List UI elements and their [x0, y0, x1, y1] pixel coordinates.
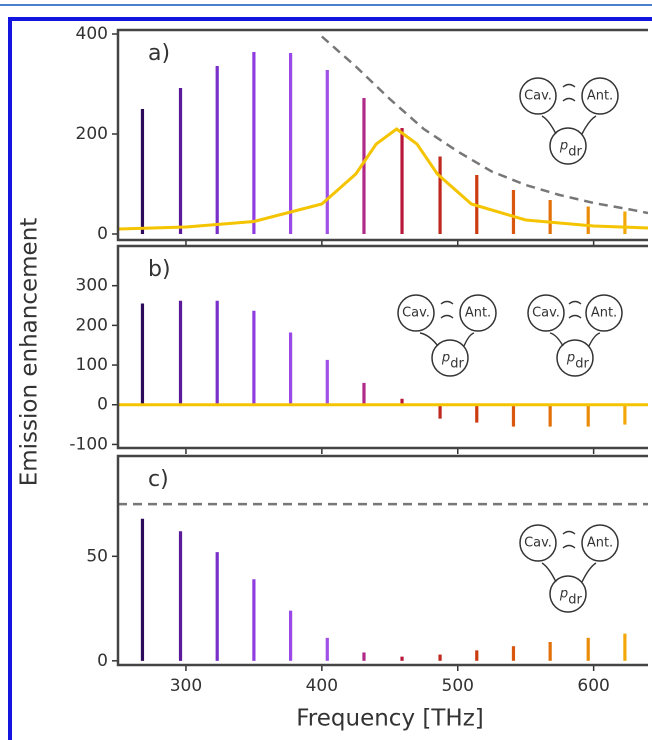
- coupling-arrow: [440, 300, 454, 305]
- panel-border: [116, 454, 648, 667]
- coupling-arrow: [568, 300, 582, 305]
- y-axis-title: Emission enhancement: [17, 218, 43, 487]
- node-circle: [519, 77, 557, 115]
- node-label: Cav.: [532, 306, 560, 321]
- coupling-arrow: [440, 314, 454, 319]
- coupling-arrow: [562, 97, 576, 102]
- y-tick-label: 200: [76, 315, 108, 335]
- y-tick-label: 0: [97, 651, 108, 671]
- y-tick-label: 50: [86, 546, 108, 566]
- node-label: p: [566, 351, 575, 366]
- coupling-arrow: [562, 544, 576, 549]
- node-circle: [527, 294, 565, 332]
- coupling-arrow: [581, 562, 597, 583]
- coupling-arrow: [581, 115, 597, 135]
- antenna-curve: [117, 127, 648, 231]
- node-circle: [397, 294, 435, 332]
- node-subscript: dr: [568, 145, 582, 160]
- panel-label: b): [148, 257, 171, 282]
- node-label: Cav.: [524, 89, 552, 104]
- node-circle: [581, 77, 619, 115]
- coupling-diagram: Cav. Ant. p dr: [397, 294, 497, 377]
- frame: [8, 17, 652, 740]
- node-circle: [581, 524, 619, 562]
- node-label: p: [559, 139, 568, 154]
- y-tick-label: 300: [76, 276, 108, 296]
- node-subscript: dr: [568, 593, 582, 608]
- node-circle: [556, 339, 594, 377]
- coupling-arrow: [562, 530, 576, 535]
- coupling-diagram: Cav. Ant. p dr: [527, 294, 623, 377]
- coupling-diagram: Cav. Ant. p dr: [519, 77, 619, 165]
- node-subscript: dr: [575, 357, 589, 372]
- coupling-arrow: [541, 562, 557, 583]
- node-label: Ant.: [465, 306, 491, 321]
- envelope-line: [321, 35, 648, 215]
- y-tick-label: 0: [97, 395, 108, 415]
- coupling-arrow: [419, 332, 439, 347]
- coupling-arrow: [463, 332, 475, 347]
- coupling-arrow: [568, 314, 582, 319]
- coupling-arrow: [541, 115, 557, 135]
- node-circle: [459, 294, 497, 332]
- y-tick-label: 100: [76, 355, 108, 375]
- panel-border: [116, 28, 648, 242]
- node-label: Ant.: [587, 536, 613, 551]
- x-tick-label: 400: [306, 676, 338, 696]
- x-tick-label: 600: [577, 676, 609, 696]
- node-label: Cav.: [402, 306, 430, 321]
- panel-label: a): [148, 41, 170, 66]
- coupling-arrow: [549, 332, 564, 347]
- node-label: Cav.: [524, 536, 552, 551]
- coupling-arrow: [562, 83, 576, 88]
- node-circle: [549, 575, 587, 613]
- panel-label: c): [148, 467, 169, 492]
- coupling-diagram: Cav. Ant. p dr: [519, 524, 619, 613]
- panel-border: [116, 244, 648, 450]
- x-tick-label: 500: [442, 676, 474, 696]
- y-tick-label: 200: [76, 124, 108, 144]
- x-tick-label: 300: [170, 676, 202, 696]
- node-circle: [549, 127, 587, 165]
- node-label: Ant.: [591, 306, 617, 321]
- y-tick-label: 0: [97, 224, 108, 244]
- node-label: p: [559, 587, 568, 602]
- node-circle: [431, 339, 469, 377]
- node-circle: [585, 294, 623, 332]
- node-label: p: [441, 351, 450, 366]
- y-tick-label: -100: [69, 434, 108, 454]
- y-tick-label: 400: [76, 24, 108, 44]
- node-circle: [519, 524, 557, 562]
- coupling-arrow: [588, 332, 601, 347]
- x-axis-title: Frequency [THz]: [296, 706, 484, 732]
- node-subscript: dr: [450, 357, 464, 372]
- node-label: Ant.: [587, 89, 613, 104]
